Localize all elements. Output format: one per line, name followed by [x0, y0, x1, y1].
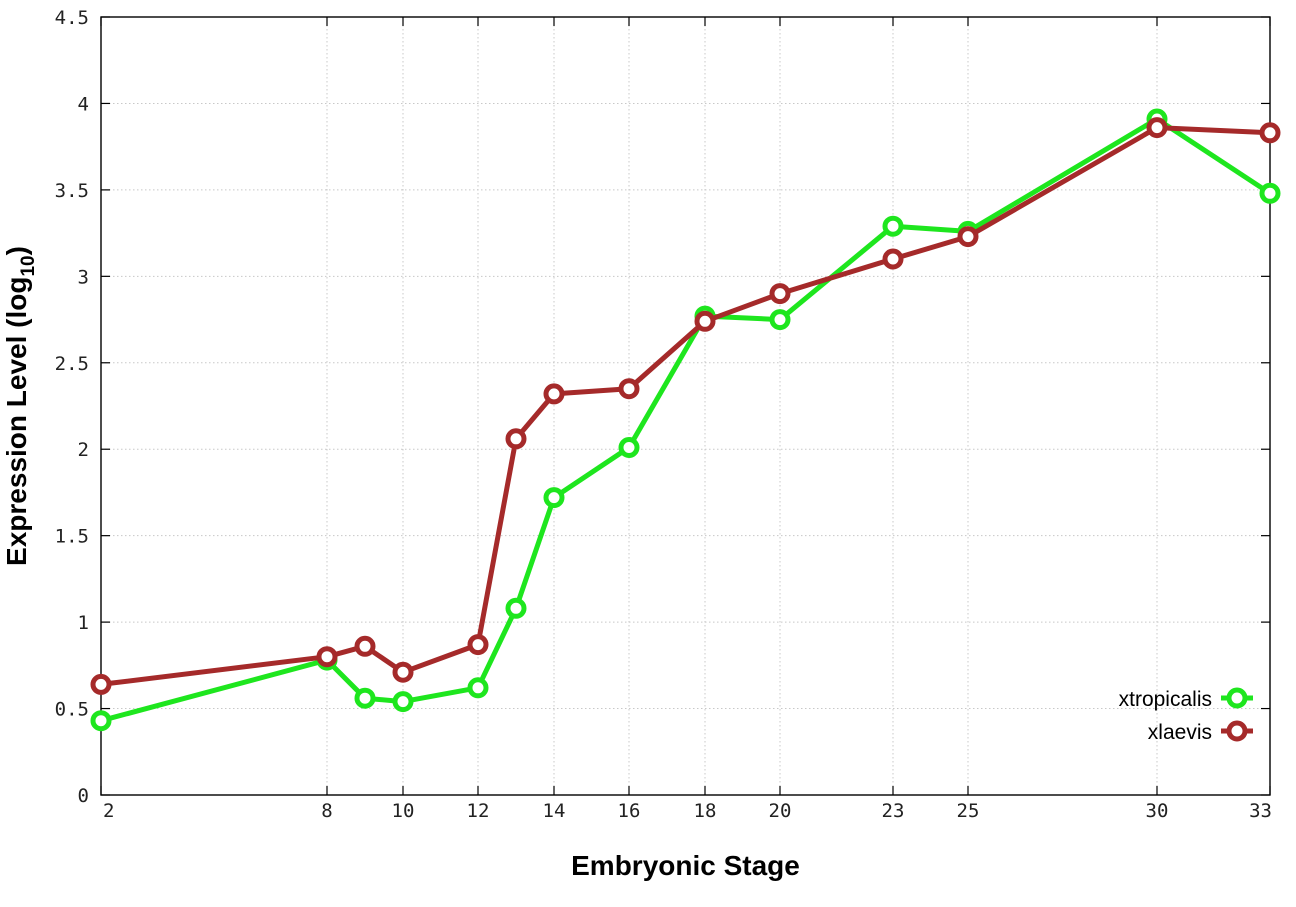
legend: xtropicalis xlaevis — [1119, 687, 1253, 744]
y-tick-label: 4.5 — [55, 7, 89, 29]
data-point-xtropicalis — [769, 309, 791, 331]
y-axis-title: Expression Level (log10) — [1, 246, 39, 566]
x-tick-label: 20 — [769, 800, 792, 822]
data-point-xlaevis — [316, 646, 338, 668]
x-tick-label: 8 — [321, 800, 332, 822]
data-point-xtropicalis — [618, 437, 640, 458]
y-axis-title-close: ) — [1, 246, 32, 255]
x-tick-label: 16 — [618, 800, 641, 822]
data-point-xtropicalis — [354, 687, 376, 709]
legend-swatch-marker — [1226, 687, 1248, 709]
x-tick-label: 12 — [467, 800, 490, 822]
x-tick-label: 30 — [1146, 800, 1169, 822]
y-tick-label: 3 — [78, 266, 89, 288]
data-point-xlaevis — [467, 634, 489, 656]
data-point-xtropicalis — [1259, 182, 1281, 204]
y-tick-label: 2 — [78, 439, 89, 461]
gridlines — [101, 17, 1270, 795]
legend-item-xlaevis: xlaevis — [1148, 720, 1253, 744]
axis-ticks: 0 0.5 1 1.5 2 2.5 3 3.5 4 4.5 2 8 10 12 14 16 18 20 23 25 30… — [55, 7, 1272, 822]
data-point-xlaevis — [392, 661, 414, 683]
data-point-xtropicalis — [543, 487, 565, 509]
data-point-xlaevis — [694, 310, 716, 332]
data-point-xlaevis — [505, 428, 527, 450]
series-group — [90, 108, 1281, 732]
data-point-xlaevis — [90, 673, 112, 695]
series-xlaevis — [90, 117, 1281, 695]
data-point-xlaevis — [769, 283, 791, 305]
data-point-xtropicalis — [90, 710, 112, 732]
legend-label: xtropicalis — [1119, 688, 1212, 711]
legend-label: xlaevis — [1148, 721, 1212, 744]
data-point-xlaevis — [1146, 117, 1168, 139]
data-point-xtropicalis — [392, 691, 414, 713]
y-axis-title-main: Expression Level (log — [1, 277, 32, 566]
x-tick-label: 25 — [957, 800, 980, 822]
x-axis-title: Embryonic Stage — [571, 850, 800, 881]
data-point-xlaevis — [1259, 122, 1281, 144]
data-point-xlaevis — [543, 383, 565, 405]
y-tick-label: 3.5 — [55, 180, 89, 202]
x-tick-label: 2 — [103, 800, 114, 822]
y-tick-label: 0.5 — [55, 699, 89, 721]
y-tick-label: 0 — [78, 785, 89, 807]
data-point-xtropicalis — [505, 597, 527, 619]
data-point-xtropicalis — [467, 677, 489, 699]
data-point-xtropicalis — [882, 215, 904, 237]
y-axis-title-subscript: 10 — [18, 255, 39, 276]
data-point-xlaevis — [354, 635, 376, 657]
x-tick-label: 10 — [392, 800, 415, 822]
y-tick-label: 1.5 — [55, 526, 89, 548]
x-tick-label: 18 — [694, 800, 717, 822]
plot-frame — [100, 16, 1271, 796]
y-tick-label: 1 — [78, 612, 89, 634]
x-tick-label: 14 — [543, 800, 566, 822]
legend-swatch-marker — [1226, 720, 1248, 742]
data-point-xlaevis — [882, 248, 904, 270]
data-point-xlaevis — [957, 226, 979, 248]
y-tick-label: 4 — [78, 93, 89, 115]
legend-item-xtropicalis: xtropicalis — [1119, 687, 1253, 711]
data-point-xlaevis — [618, 378, 640, 400]
x-tick-label: 23 — [882, 800, 905, 822]
y-tick-label: 2.5 — [55, 353, 89, 375]
x-tick-label: 33 — [1249, 800, 1272, 822]
